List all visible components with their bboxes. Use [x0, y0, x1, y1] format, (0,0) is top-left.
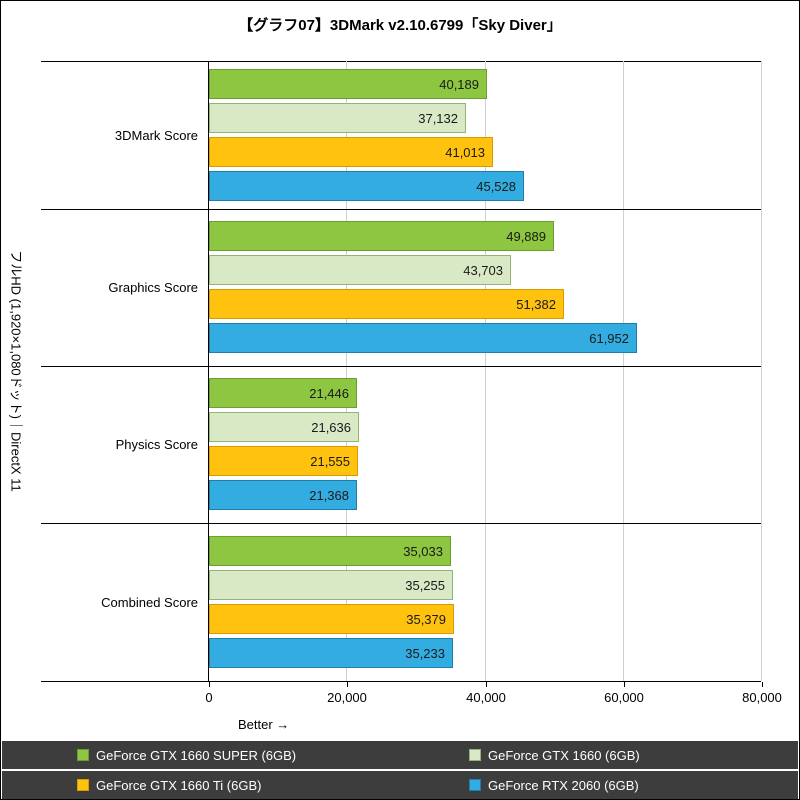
x-axis-tick-mark [209, 682, 210, 687]
legend-item: GeForce RTX 2060 (6GB) [469, 771, 639, 799]
category-label: Combined Score [101, 594, 198, 610]
bar: 41,013 [209, 137, 493, 167]
gridline [761, 61, 762, 681]
legend-swatch [469, 749, 481, 761]
bar: 21,636 [209, 412, 359, 442]
group-separator-line [41, 366, 761, 367]
legend-label: GeForce GTX 1660 Ti (6GB) [96, 777, 262, 793]
category-label: Graphics Score [108, 280, 198, 295]
bar: 35,033 [209, 536, 451, 566]
chart-title: 【グラフ07】3DMark v2.10.6799「Sky Diver」 [238, 17, 562, 34]
bar: 21,368 [209, 480, 357, 510]
bar: 49,889 [209, 221, 554, 251]
bar-value-label: 37,132 [418, 110, 458, 126]
x-axis-tick-label: 80,000 [742, 690, 782, 705]
bar-value-label: 35,255 [405, 577, 445, 593]
bar: 35,255 [209, 570, 453, 600]
bar: 35,233 [209, 638, 453, 668]
bar: 37,132 [209, 103, 466, 133]
legend-band [2, 771, 798, 799]
bar: 45,528 [209, 171, 524, 201]
x-axis-tick-mark [486, 682, 487, 687]
gridline [485, 61, 486, 681]
bar: 21,555 [209, 446, 358, 476]
legend-item: GeForce GTX 1660 (6GB) [469, 741, 640, 769]
bar-value-label: 21,446 [309, 385, 349, 401]
legend-label: GeForce RTX 2060 (6GB) [488, 777, 639, 793]
gridline [623, 61, 624, 681]
bar-value-label: 21,368 [309, 487, 349, 503]
plot-area: 40,189 37,132 41,013 45,528 49,889 43,703 51,3… [209, 61, 762, 681]
x-axis-line [41, 681, 761, 682]
bar-value-label: 35,233 [405, 645, 445, 661]
legend-item: GeForce GTX 1660 Ti (6GB) [77, 771, 261, 799]
y-axis-line [208, 61, 209, 682]
bar: 40,189 [209, 69, 487, 99]
bar: 21,446 [209, 378, 357, 408]
x-axis-tick-label: 0 [205, 690, 213, 705]
legend-swatch [469, 779, 481, 791]
category-label: 3DMark Score [114, 127, 198, 143]
legend-band [2, 741, 798, 769]
bar-value-label: 41,013 [445, 144, 485, 160]
bar-value-label: 45,528 [476, 178, 516, 194]
bar: 51,382 [209, 289, 564, 319]
bar-value-label: 21,555 [310, 453, 350, 469]
bar-value-label: 51,382 [516, 296, 556, 312]
x-axis-tick-mark [762, 682, 763, 687]
legend-label: GeForce GTX 1660 SUPER (6GB) [96, 747, 297, 763]
bar: 35,379 [209, 604, 454, 634]
bar-value-label: 49,889 [506, 228, 546, 244]
bar-value-label: 35,033 [403, 543, 443, 559]
x-axis-better-label: Better → [238, 717, 290, 732]
x-axis-tick-label: 60,000 [604, 690, 644, 705]
plot-top-border-line [41, 61, 761, 62]
legend-item: GeForce GTX 1660 SUPER (6GB) [77, 741, 296, 769]
legend-label: GeForce GTX 1660 (6GB) [488, 747, 640, 763]
x-axis-tick-mark [624, 682, 625, 687]
y-axis-label: フルHD (1,920×1,080ドット)｜DirectX 11 [8, 250, 24, 492]
bar-value-label: 21,636 [311, 419, 351, 435]
category-label: Physics Score [115, 437, 198, 452]
x-axis-tick-label: 20,000 [327, 690, 367, 705]
bar-value-label: 61,952 [589, 330, 629, 346]
bar-value-label: 43,703 [463, 262, 503, 278]
bar-value-label: 40,189 [439, 76, 479, 92]
group-separator-line [41, 523, 761, 524]
gridline [346, 61, 347, 681]
x-axis-tick-mark [347, 682, 348, 687]
legend-swatch [77, 779, 89, 791]
legend-swatch [77, 749, 89, 761]
group-separator-line [41, 209, 761, 210]
bar: 61,952 [209, 323, 637, 353]
bar: 43,703 [209, 255, 511, 285]
bar-value-label: 35,379 [406, 611, 446, 627]
x-axis-tick-label: 40,000 [466, 690, 506, 705]
